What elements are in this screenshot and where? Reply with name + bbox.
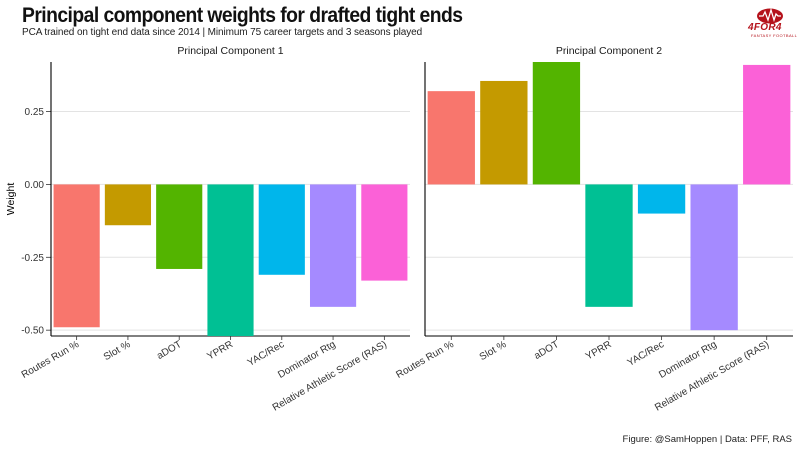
y-tick-label: 0.00 xyxy=(25,180,45,191)
y-tick-label: 0.25 xyxy=(25,107,45,118)
bar xyxy=(53,184,100,328)
bar xyxy=(104,184,152,226)
panel-title: Principal Component 2 xyxy=(556,45,662,57)
bar xyxy=(156,184,203,269)
bar xyxy=(690,184,738,331)
bar xyxy=(585,184,633,307)
panel-title: Principal Component 1 xyxy=(177,45,283,57)
bar xyxy=(258,184,305,275)
bar xyxy=(427,91,475,185)
football-icon xyxy=(757,7,783,24)
y-tick-label: -0.25 xyxy=(21,253,44,264)
bar xyxy=(637,184,686,214)
y-axis-title: Weight xyxy=(5,183,17,216)
x-tick-label: aDOT xyxy=(155,339,184,362)
bar xyxy=(480,80,528,185)
bar xyxy=(532,62,581,185)
chart-caption: Figure: @SamHoppen | Data: PFF, RAS xyxy=(622,434,792,445)
x-tick-label: Slot % xyxy=(478,339,509,363)
bar xyxy=(361,184,408,281)
x-tick-label: Routes Run % xyxy=(394,339,455,381)
logo-tagline: FANTASY FOOTBALL xyxy=(751,33,798,38)
bar xyxy=(309,184,357,307)
logo-wordmark: 4FOR4 xyxy=(748,22,782,33)
x-tick-label: YPRR xyxy=(584,339,614,362)
chart-title: Principal component weights for drafted … xyxy=(22,4,463,27)
x-tick-label: aDOT xyxy=(532,339,561,362)
chart-subtitle: PCA trained on tight end data since 2014… xyxy=(22,27,423,38)
x-tick-label: YAC/Rec xyxy=(246,339,286,369)
bar xyxy=(743,64,791,185)
y-tick-label: -0.50 xyxy=(21,326,44,337)
x-tick-label: YAC/Rec xyxy=(626,339,666,369)
x-tick-label: Slot % xyxy=(102,339,133,363)
bar xyxy=(207,184,254,336)
x-tick-label: YPRR xyxy=(205,339,235,362)
x-tick-label: Routes Run % xyxy=(20,339,81,381)
